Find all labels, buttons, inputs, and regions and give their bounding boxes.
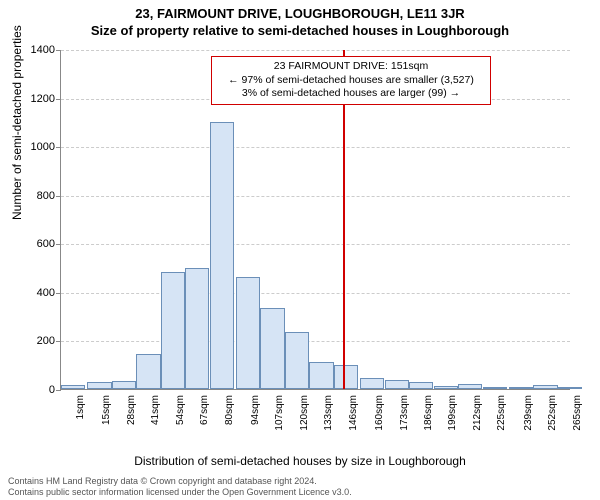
histogram-bar bbox=[533, 385, 557, 389]
xtick-label: 41sqm bbox=[150, 395, 161, 445]
histogram-bar bbox=[509, 387, 533, 389]
chart-container: 23 FAIRMOUNT DRIVE: 151sqm ← 97% of semi… bbox=[60, 50, 570, 420]
xtick-label: 80sqm bbox=[224, 395, 235, 445]
gridline bbox=[61, 293, 570, 294]
ytick-label: 200 bbox=[0, 335, 55, 347]
ytick-label: 600 bbox=[0, 238, 55, 250]
xtick-label: 173sqm bbox=[399, 395, 410, 445]
histogram-bar bbox=[236, 277, 260, 389]
ytick-label: 1000 bbox=[0, 141, 55, 153]
histogram-bar bbox=[385, 380, 409, 389]
footer-attribution: Contains HM Land Registry data © Crown c… bbox=[8, 476, 352, 498]
xtick-label: 133sqm bbox=[323, 395, 334, 445]
histogram-bar bbox=[136, 354, 160, 389]
ytick-mark bbox=[56, 390, 61, 391]
histogram-bar bbox=[112, 381, 136, 390]
histogram-bar bbox=[334, 365, 358, 389]
ytick-label: 400 bbox=[0, 287, 55, 299]
annotation-line1: 23 FAIRMOUNT DRIVE: 151sqm bbox=[218, 60, 484, 74]
histogram-bar bbox=[161, 272, 185, 389]
xtick-label: 67sqm bbox=[199, 395, 210, 445]
footer-line2: Contains public sector information licen… bbox=[8, 487, 352, 498]
x-axis-label: Distribution of semi-detached houses by … bbox=[0, 454, 600, 468]
ytick-label: 800 bbox=[0, 190, 55, 202]
histogram-bar bbox=[360, 378, 384, 389]
xtick-label: 94sqm bbox=[250, 395, 261, 445]
xtick-label: 1sqm bbox=[75, 395, 86, 445]
xtick-label: 212sqm bbox=[472, 395, 483, 445]
histogram-bar bbox=[285, 332, 309, 389]
xtick-label: 160sqm bbox=[374, 395, 385, 445]
histogram-bar bbox=[87, 382, 111, 389]
xtick-label: 120sqm bbox=[299, 395, 310, 445]
ytick-mark bbox=[56, 244, 61, 245]
xtick-label: 15sqm bbox=[101, 395, 112, 445]
page-title-address: 23, FAIRMOUNT DRIVE, LOUGHBOROUGH, LE11 … bbox=[0, 0, 600, 21]
gridline bbox=[61, 196, 570, 197]
histogram-bar bbox=[309, 362, 333, 389]
gridline bbox=[61, 147, 570, 148]
xtick-label: 225sqm bbox=[496, 395, 507, 445]
ytick-mark bbox=[56, 99, 61, 100]
histogram-bar bbox=[483, 387, 507, 389]
ytick-mark bbox=[56, 341, 61, 342]
xtick-label: 54sqm bbox=[175, 395, 186, 445]
histogram-bar bbox=[260, 308, 284, 389]
histogram-plot: 23 FAIRMOUNT DRIVE: 151sqm ← 97% of semi… bbox=[60, 50, 570, 390]
gridline bbox=[61, 244, 570, 245]
xtick-label: 239sqm bbox=[523, 395, 534, 445]
ytick-label: 1200 bbox=[0, 93, 55, 105]
histogram-bar bbox=[185, 268, 209, 389]
histogram-bar bbox=[61, 385, 85, 389]
ytick-mark bbox=[56, 196, 61, 197]
histogram-bar bbox=[434, 386, 458, 389]
annotation-line2: ← 97% of semi-detached houses are smalle… bbox=[218, 74, 484, 88]
histogram-bar bbox=[558, 387, 582, 389]
xtick-label: 107sqm bbox=[274, 395, 285, 445]
histogram-bar bbox=[210, 122, 234, 389]
histogram-bar bbox=[409, 382, 433, 389]
xtick-label: 186sqm bbox=[423, 395, 434, 445]
annotation-line3: 3% of semi-detached houses are larger (9… bbox=[218, 87, 484, 101]
xtick-label: 265sqm bbox=[572, 395, 583, 445]
histogram-bar bbox=[458, 384, 482, 389]
ytick-mark bbox=[56, 293, 61, 294]
ytick-label: 0 bbox=[0, 384, 55, 396]
page-title-subtitle: Size of property relative to semi-detach… bbox=[0, 21, 600, 38]
ytick-mark bbox=[56, 147, 61, 148]
xtick-label: 146sqm bbox=[348, 395, 359, 445]
xtick-label: 199sqm bbox=[447, 395, 458, 445]
ytick-label: 1400 bbox=[0, 44, 55, 56]
annotation-box: 23 FAIRMOUNT DRIVE: 151sqm ← 97% of semi… bbox=[211, 56, 491, 105]
gridline bbox=[61, 341, 570, 342]
ytick-mark bbox=[56, 50, 61, 51]
gridline bbox=[61, 50, 570, 51]
footer-line1: Contains HM Land Registry data © Crown c… bbox=[8, 476, 352, 487]
xtick-label: 252sqm bbox=[547, 395, 558, 445]
xtick-label: 28sqm bbox=[126, 395, 137, 445]
